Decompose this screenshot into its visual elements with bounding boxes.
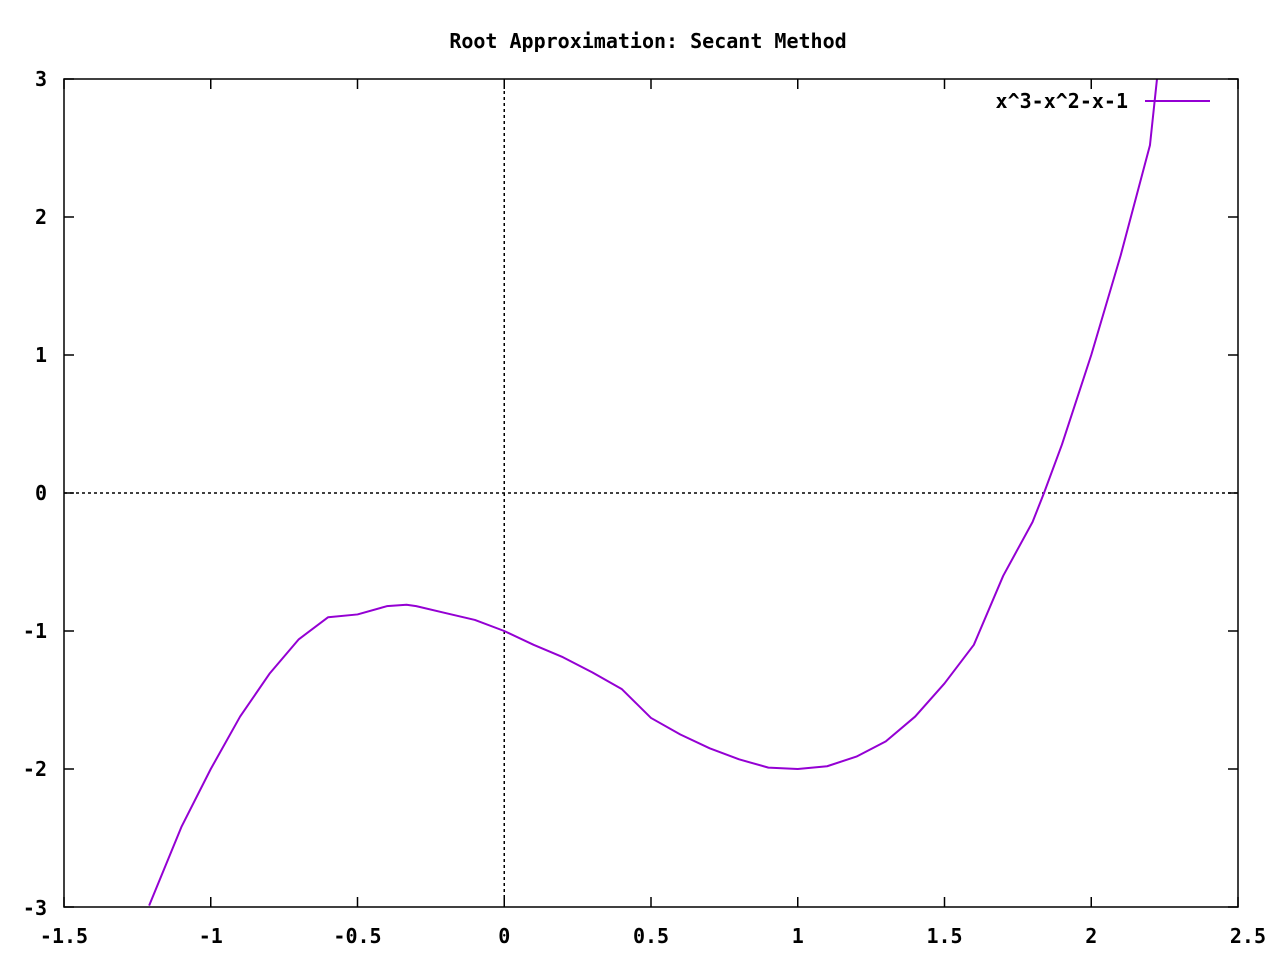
- zero-axes: [64, 79, 1238, 907]
- x-tick-label: 2.5: [1230, 924, 1266, 948]
- series-line: [148, 79, 1158, 906]
- legend-label: x^3-x^2-x-1: [996, 89, 1128, 113]
- x-tick-label: -1: [199, 924, 223, 948]
- x-tick-label: 2: [1085, 924, 1097, 948]
- x-tick-label: -1.5: [40, 924, 88, 948]
- x-tick-label: 1.5: [926, 924, 962, 948]
- series-group: [148, 79, 1158, 906]
- chart-title: Root Approximation: Secant Method: [449, 29, 846, 53]
- x-tick-labels: -1.5 -1 -0.5 0 0.5 1 1.5 2 2.5: [40, 924, 1266, 948]
- y-tick-label: 0: [35, 481, 47, 505]
- y-tick-label: -1: [23, 619, 47, 643]
- y-tick-label: 1: [35, 343, 47, 367]
- x-tick-label: -0.5: [333, 924, 381, 948]
- x-tick-label: 0: [498, 924, 510, 948]
- legend: x^3-x^2-x-1: [996, 89, 1210, 113]
- y-tick-label: -2: [23, 757, 47, 781]
- x-tick-label: 1: [792, 924, 804, 948]
- y-tick-labels: -3 -2 -1 0 1 2 3: [23, 67, 47, 920]
- y-tick-label: 3: [35, 67, 47, 91]
- y-tick-label: 2: [35, 205, 47, 229]
- plot-frame: [63, 78, 1239, 908]
- y-tick-label: -3: [23, 896, 47, 920]
- x-tick-label: 0.5: [633, 924, 669, 948]
